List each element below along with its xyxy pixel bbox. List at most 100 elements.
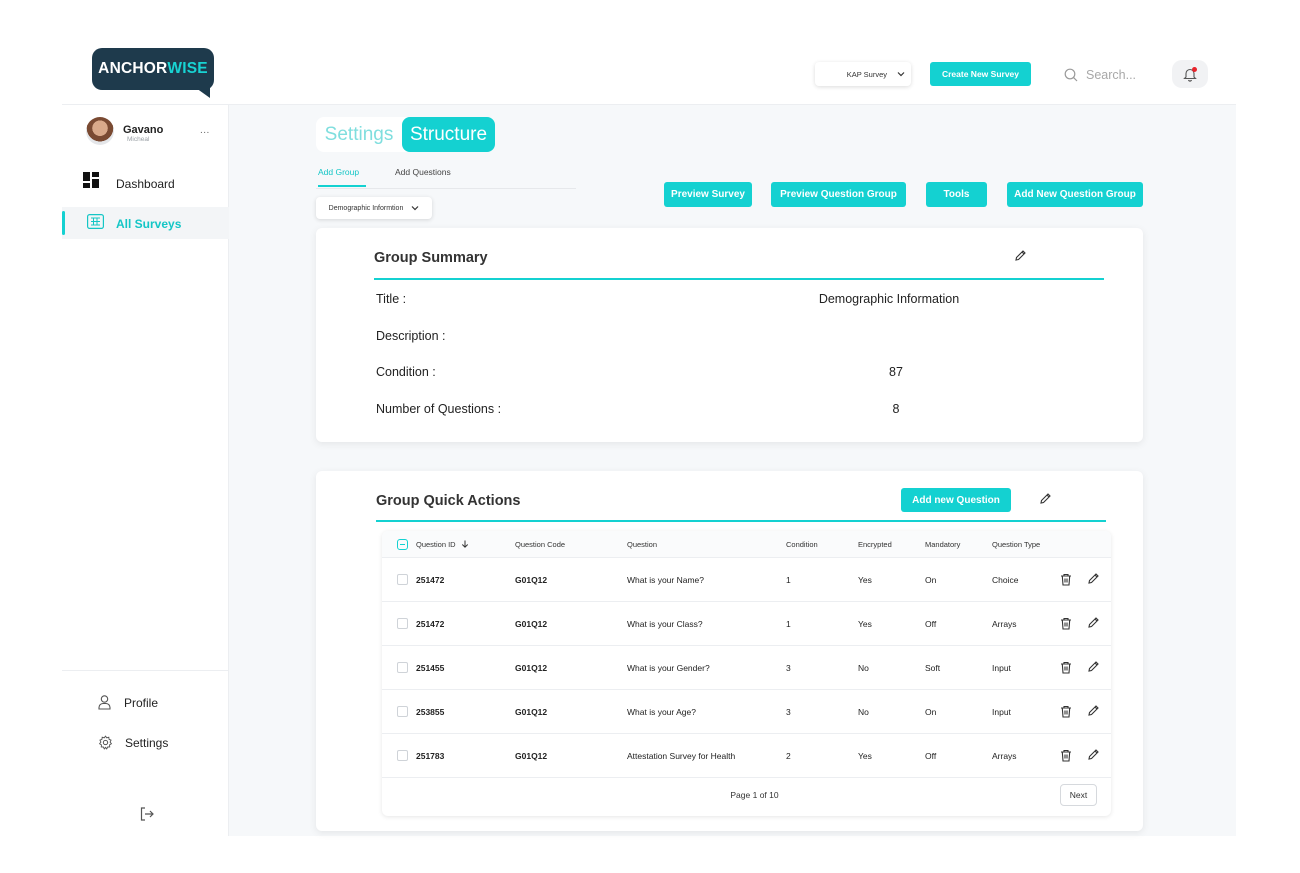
sidebar-item-dashboard[interactable]: Dashboard: [62, 168, 229, 198]
add-new-question-group-button[interactable]: Add New Question Group: [1007, 182, 1143, 207]
edit-quick-actions-button[interactable]: [1039, 492, 1052, 510]
logout-button[interactable]: [139, 806, 155, 827]
sidebar-item-label: All Surveys: [116, 217, 182, 231]
avatar[interactable]: [86, 117, 114, 145]
questions-table: Question ID Question Code Question Condi…: [382, 531, 1111, 816]
column-header-condition: Condition: [786, 540, 818, 549]
cell-question-code: G01Q12: [515, 575, 548, 585]
table-row[interactable]: 251783 G01Q12 Attestation Survey for Hea…: [382, 734, 1111, 778]
pencil-icon[interactable]: [1087, 704, 1100, 717]
group-select-value: Demographic Informtion: [328, 204, 404, 212]
field-label-description: Description :: [376, 329, 446, 343]
trash-icon[interactable]: [1060, 705, 1072, 718]
subtab-add-questions[interactable]: Add Questions: [395, 167, 451, 177]
cell-mandatory: On: [925, 707, 937, 717]
cell-question-type: Choice: [992, 575, 1019, 585]
trash-icon[interactable]: [1060, 617, 1072, 630]
add-new-question-button[interactable]: Add new Question: [901, 488, 1011, 512]
trash-icon[interactable]: [1060, 749, 1072, 762]
header-divider: [62, 104, 1236, 105]
trash-icon[interactable]: [1060, 573, 1072, 586]
next-page-button[interactable]: Next: [1060, 784, 1097, 806]
cell-question-id: 251472: [416, 619, 445, 629]
column-header-mandatory: Mandatory: [925, 540, 961, 549]
tools-button[interactable]: Tools: [926, 182, 987, 207]
question-group-select[interactable]: Demographic Informtion: [316, 197, 432, 219]
preview-question-group-button[interactable]: Preview Question Group: [771, 182, 906, 207]
chevron-down-icon: [897, 72, 905, 77]
sidebar-item-all-surveys[interactable]: All Surveys: [62, 207, 229, 239]
cell-question-id: 253855: [416, 707, 445, 717]
column-header-question-code: Question Code: [515, 540, 566, 549]
sidebar-item-label: Profile: [124, 695, 159, 710]
pagination-info: Page 1 of 10: [730, 790, 779, 800]
cell-question: What is your Age?: [627, 707, 696, 717]
field-label-title: Title :: [376, 292, 407, 306]
cell-mandatory: Off: [925, 619, 937, 629]
logout-icon: [140, 807, 154, 821]
sidebar-item-profile[interactable]: Profile: [98, 695, 158, 710]
sidebar-item-label: Dashboard: [116, 177, 175, 191]
preview-survey-button[interactable]: Preview Survey: [664, 182, 752, 207]
table-row[interactable]: 251472 G01Q12 What is your Name? 1 Yes O…: [382, 558, 1111, 602]
survey-mode-tabs: Settings Structure: [316, 117, 495, 152]
search-icon: [1064, 68, 1078, 82]
select-all-checkbox[interactable]: [397, 539, 408, 550]
cell-question-id: 251783: [416, 751, 445, 761]
tab-structure[interactable]: Structure: [402, 117, 495, 152]
survey-select[interactable]: KAP Survey: [815, 62, 911, 86]
row-checkbox[interactable]: [397, 618, 408, 629]
pencil-icon[interactable]: [1087, 572, 1100, 585]
row-checkbox[interactable]: [397, 750, 408, 761]
pencil-icon[interactable]: [1087, 616, 1100, 629]
row-checkbox[interactable]: [397, 706, 408, 717]
sidebar-divider: [62, 670, 229, 671]
notifications-button[interactable]: [1172, 60, 1208, 88]
row-checkbox[interactable]: [397, 662, 408, 673]
sort-arrow-down-icon: [461, 540, 468, 548]
user-subtitle: Micheal: [127, 136, 150, 143]
search-box[interactable]: Search...: [1064, 64, 1136, 86]
cell-question-id: 251472: [416, 575, 445, 585]
user-more-button[interactable]: ...: [200, 125, 210, 136]
cell-condition: 1: [786, 575, 791, 585]
pencil-icon[interactable]: [1087, 748, 1100, 761]
column-label: Question ID: [416, 540, 456, 549]
cell-question: What is your Class?: [627, 619, 703, 629]
surveys-grid-icon: [87, 214, 104, 229]
trash-icon[interactable]: [1060, 661, 1072, 674]
cell-encrypted: Yes: [858, 619, 872, 629]
cell-question-type: Input: [992, 663, 1011, 673]
cell-encrypted: Yes: [858, 575, 872, 585]
logo-text-wise: WISE: [167, 60, 208, 77]
cell-question-code: G01Q12: [515, 707, 548, 717]
table-row[interactable]: 251455 G01Q12 What is your Gender? 3 No …: [382, 646, 1111, 690]
cell-question-type: Arrays: [992, 619, 1017, 629]
group-quick-actions-title: Group Quick Actions: [376, 493, 521, 509]
quick-actions-underline: [376, 520, 1106, 522]
pencil-icon: [1015, 250, 1026, 261]
subtab-add-group[interactable]: Add Group: [318, 167, 367, 187]
structure-subtabs: Add Group Add Questions: [316, 165, 576, 189]
table-row[interactable]: 253855 G01Q12 What is your Age? 3 No On …: [382, 690, 1111, 734]
anchorwise-logo[interactable]: ANCHOR WISE: [92, 48, 214, 98]
sidebar-item-settings[interactable]: Settings: [98, 735, 168, 750]
table-header: Question ID Question Code Question Condi…: [382, 531, 1111, 558]
field-label-condition: Condition :: [376, 365, 436, 379]
cell-condition: 3: [786, 707, 791, 717]
cell-mandatory: On: [925, 575, 937, 585]
cell-question-code: G01Q12: [515, 619, 548, 629]
column-header-question: Question: [627, 540, 658, 549]
column-header-encrypted: Encrypted: [858, 540, 892, 549]
table-row[interactable]: 251472 G01Q12 What is your Class? 1 Yes …: [382, 602, 1111, 646]
cell-mandatory: Off: [925, 751, 937, 761]
column-header-question-id[interactable]: Question ID: [416, 540, 469, 549]
row-checkbox[interactable]: [397, 574, 408, 585]
field-value-title: Demographic Information: [818, 292, 960, 306]
create-new-survey-button[interactable]: Create New Survey: [930, 62, 1031, 86]
tab-settings[interactable]: Settings: [324, 123, 394, 145]
notification-dot: [1192, 67, 1197, 72]
pencil-icon[interactable]: [1087, 660, 1100, 673]
active-indicator: [62, 211, 65, 235]
edit-group-summary-button[interactable]: [1014, 249, 1027, 267]
